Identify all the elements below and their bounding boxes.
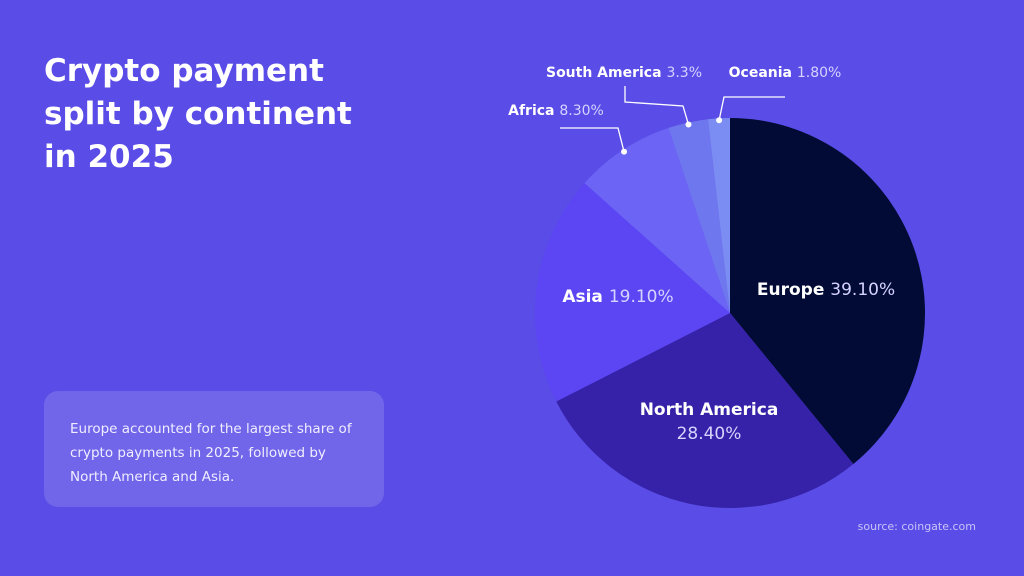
chart-title: Crypto payment split by continent in 202… <box>44 53 352 175</box>
slice-label: Europe 39.10% <box>757 280 895 300</box>
slice-label: Asia 19.10% <box>562 287 673 307</box>
slice-label: 28.40% <box>677 424 742 444</box>
pie-slice <box>668 119 730 314</box>
category-name: Oceania <box>729 65 792 81</box>
leader-line <box>624 86 690 125</box>
slice-label: North America <box>640 400 779 420</box>
pie-slice <box>730 118 926 465</box>
category-name: Africa <box>508 103 554 119</box>
value-label: 19.10% <box>609 287 674 307</box>
pie-slice <box>535 183 730 402</box>
slice-label: South America 3.3% <box>546 65 702 81</box>
pie-slice <box>584 127 730 313</box>
category-name: South America <box>546 65 662 81</box>
source: source: coingate.com <box>857 520 976 533</box>
leader-line <box>718 96 785 121</box>
category-name: Asia <box>562 287 603 307</box>
pie-slice <box>707 118 730 313</box>
pie-slice <box>556 313 854 509</box>
slice-label: Oceania 1.80% <box>729 65 842 81</box>
value-label: 1.80% <box>797 65 841 81</box>
value-label: 8.30% <box>559 103 603 119</box>
note: Europe accounted for the largest share o… <box>70 421 352 485</box>
category-name: Europe <box>757 280 824 300</box>
value-label: 28.40% <box>677 424 742 444</box>
slice-label: Africa 8.30% <box>508 103 604 119</box>
value-label: 39.10% <box>830 280 895 300</box>
category-name: North America <box>640 400 779 420</box>
note-box: Europe accounted for the largest share o… <box>44 391 384 507</box>
leader-dot <box>716 117 723 124</box>
value-label: 3.3% <box>666 65 702 81</box>
leader-dot <box>621 148 628 155</box>
leader-dot <box>685 121 692 128</box>
leader-line <box>560 127 625 152</box>
